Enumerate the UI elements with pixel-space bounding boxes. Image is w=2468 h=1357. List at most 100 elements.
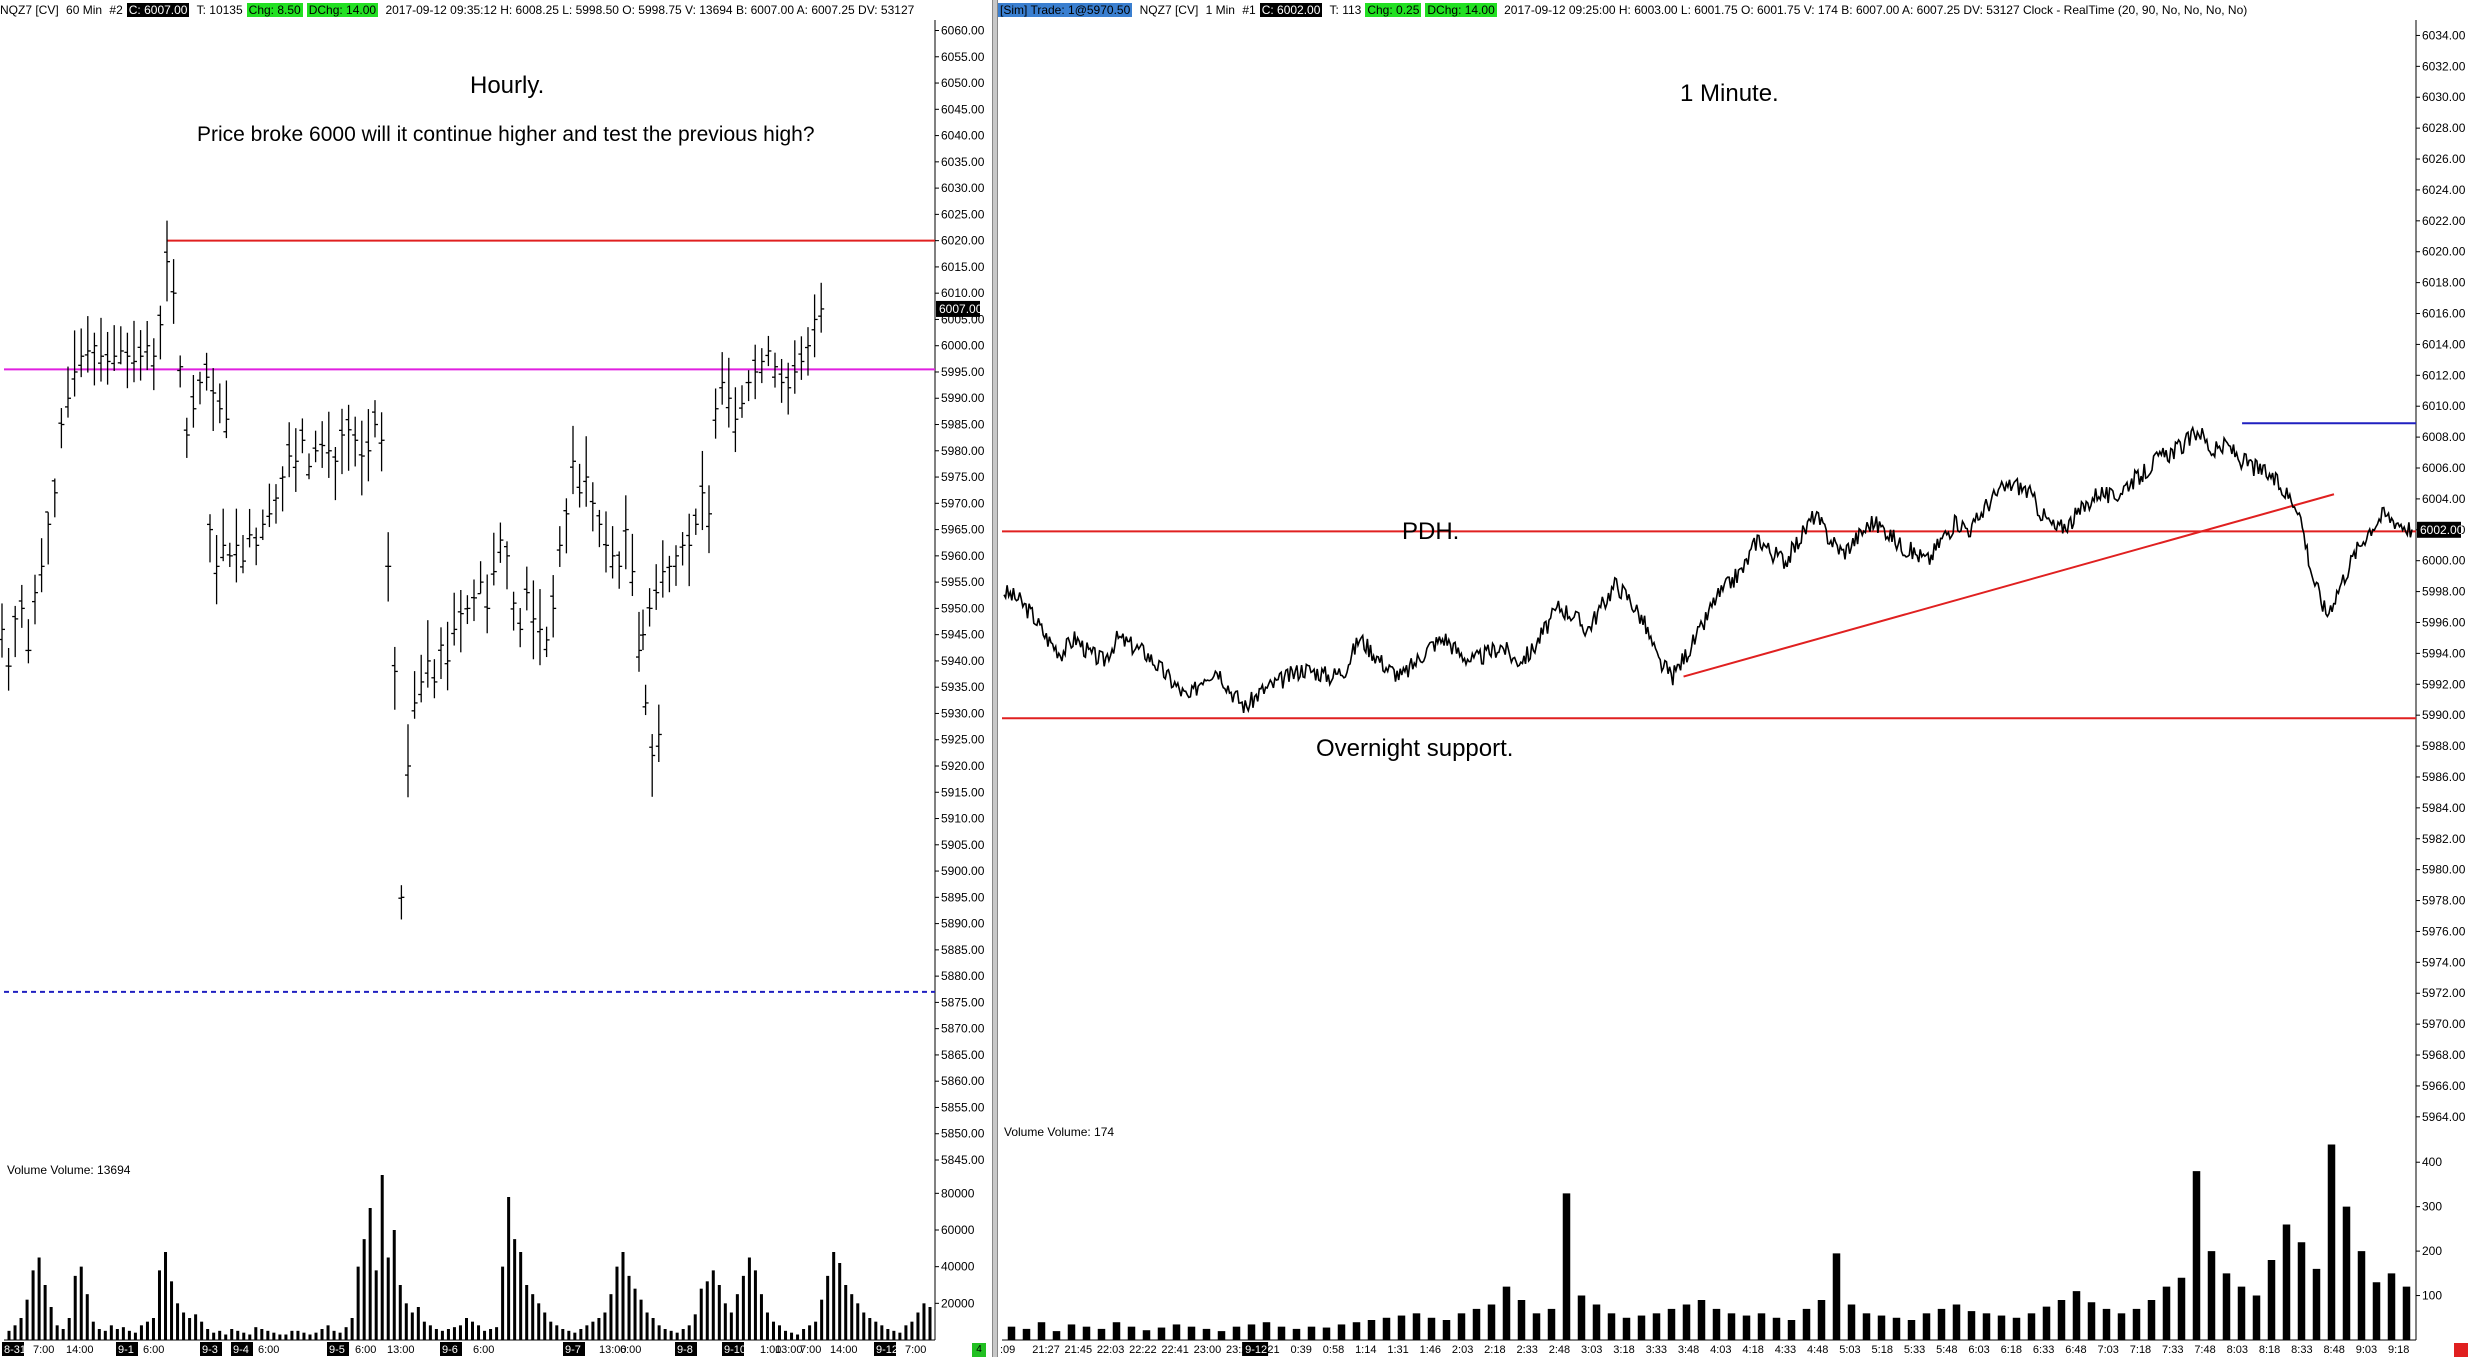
- time-label: 1:14: [1355, 1344, 1376, 1356]
- overnight-support-label: Overnight support.: [1316, 735, 1514, 762]
- time-label: 23:00: [1194, 1344, 1222, 1356]
- time-label: 3:48: [1678, 1344, 1699, 1356]
- price-tick-label: 5964.00: [2422, 1110, 2466, 1124]
- price-tick-label: 6025.00: [941, 207, 985, 221]
- interval-label[interactable]: 1 Min: [1205, 3, 1235, 17]
- time-label: 7:00: [800, 1344, 821, 1356]
- time-label: 4:48: [1807, 1344, 1828, 1356]
- price-tick-label: 6008.00: [2422, 430, 2466, 444]
- volume-tick-label: 40000: [941, 1260, 975, 1274]
- price-tick-label: 6006.00: [2422, 461, 2466, 475]
- hourly-chart-panel[interactable]: NQZ7 [CV] 60 Min #2 C: 6007.00 T: 10135 Ch…: [0, 0, 994, 1357]
- time-label: 6:48: [2065, 1344, 2086, 1356]
- date-badge: [722, 1342, 744, 1356]
- price-tick-label: 5910.00: [941, 812, 985, 826]
- minute-chart-panel[interactable]: [Sim] Trade: 1@5970.50 NQZ7 [CV] 1 Min #…: [998, 0, 2468, 1357]
- price-tick-label: 6024.00: [2422, 183, 2466, 197]
- time-label: 5:33: [1904, 1344, 1925, 1356]
- time-label: 4:33: [1775, 1344, 1796, 1356]
- time-label: 6:03: [1968, 1344, 1989, 1356]
- time-label: 4:18: [1742, 1344, 1763, 1356]
- dchg-badge: DChg: 14.00: [306, 3, 379, 17]
- price-tick-label: 5994.00: [2422, 646, 2466, 660]
- time-label: 13:00: [599, 1344, 627, 1356]
- chg-badge: Chg: 8.50: [246, 3, 303, 17]
- symbol-label[interactable]: NQZ7 [CV]: [0, 3, 59, 17]
- time-label: 5:18: [1872, 1344, 1893, 1356]
- price-tick-label: 5950.00: [941, 601, 985, 615]
- current-price-label: 6007.00: [939, 302, 983, 316]
- time-label: 7:18: [2130, 1344, 2151, 1356]
- date-badge: [2, 1342, 24, 1356]
- price-tick-label: 6020.00: [941, 234, 985, 248]
- price-tick-label: 5940.00: [941, 654, 985, 668]
- price-tick-label: 6028.00: [2422, 121, 2466, 135]
- time-label: 6:00: [143, 1344, 164, 1356]
- time-label: 8:33: [2291, 1344, 2312, 1356]
- price-tick-label: 5970.00: [2422, 1017, 2466, 1031]
- time-label: 6:00: [473, 1344, 494, 1356]
- price-tick-label: 5880.00: [941, 969, 985, 983]
- volume-tick-label: 20000: [941, 1296, 975, 1310]
- price-tick-label: 5900.00: [941, 864, 985, 878]
- price-tick-label: 5974.00: [2422, 955, 2466, 969]
- time-label: 2:03: [1452, 1344, 1473, 1356]
- hourly-status-bar: NQZ7 [CV] 60 Min #2 C: 6007.00 T: 10135 Ch…: [0, 0, 994, 20]
- date-label: 9-10: [724, 1344, 746, 1356]
- time-label: 1:00: [760, 1344, 781, 1356]
- price-tick-label: 5982.00: [2422, 832, 2466, 846]
- price-tick-label: 6000.00: [2422, 554, 2466, 568]
- time-label: 1:46: [1420, 1344, 1441, 1356]
- time-label: 5:48: [1936, 1344, 1957, 1356]
- interval-label[interactable]: 60 Min: [66, 3, 103, 17]
- current-price-box: [2417, 521, 2461, 538]
- volume-tick-label: 200: [2422, 1244, 2442, 1258]
- time-label: 6:00: [620, 1344, 641, 1356]
- alert-corner-badge[interactable]: [2454, 1343, 2468, 1357]
- sync-badge[interactable]: 4: [972, 1343, 986, 1357]
- price-tick-label: 5980.00: [941, 444, 985, 458]
- current-price-box: [936, 300, 980, 317]
- price-tick-label: 6060.00: [941, 24, 985, 38]
- price-tick-label: 6055.00: [941, 50, 985, 64]
- time-label: 3:33: [1646, 1344, 1667, 1356]
- time-label: 3:18: [1613, 1344, 1634, 1356]
- price-tick-label: 5975.00: [941, 470, 985, 484]
- price-tick-label: 5865.00: [941, 1048, 985, 1062]
- date-label: 9-5: [329, 1344, 345, 1356]
- price-tick-label: 6010.00: [2422, 399, 2466, 413]
- time-label: 6:33: [2033, 1344, 2054, 1356]
- price-tick-label: 5895.00: [941, 890, 985, 904]
- price-tick-label: 6032.00: [2422, 59, 2466, 73]
- ohlc-info: 2017-09-12 09:35:12 H: 6008.25 L: 5998.5…: [385, 3, 915, 17]
- price-tick-label: 5985.00: [941, 418, 985, 432]
- time-label: 14:00: [66, 1344, 94, 1356]
- time-label: 8:03: [2227, 1344, 2248, 1356]
- price-tick-label: 5978.00: [2422, 894, 2466, 908]
- time-label: 7:03: [2097, 1344, 2118, 1356]
- price-tick-label: 6030.00: [2422, 90, 2466, 104]
- date-label: 9-8: [677, 1344, 693, 1356]
- hourly-price-chart[interactable]: 6060.00 6055.00 6050.00 6045.00 6040.00 6035.…: [0, 0, 994, 1357]
- date-label: 9-12: [1245, 1344, 1267, 1356]
- time-label: 22:41: [1161, 1344, 1189, 1356]
- time-label: 1:31: [1387, 1344, 1408, 1356]
- date-label: 9-6: [442, 1344, 458, 1356]
- time-label: 6:18: [2001, 1344, 2022, 1356]
- symbol-label[interactable]: NQZ7 [CV]: [1139, 3, 1199, 17]
- price-tick-label: 5990.00: [941, 391, 985, 405]
- price-tick-label: 5955.00: [941, 575, 985, 589]
- price-tick-label: 6050.00: [941, 76, 985, 90]
- panel-splitter[interactable]: [992, 0, 998, 1357]
- minute-title: 1 Minute.: [1680, 80, 1779, 107]
- price-tick-label: 5966.00: [2422, 1079, 2466, 1093]
- trades-label: T: 113: [1329, 3, 1362, 17]
- minute-price-chart[interactable]: 6034.00 6032.00 6030.00 6028.00 6026.00 6024.…: [998, 0, 2468, 1357]
- sim-trade-badge[interactable]: [Sim] Trade: 1@5970.50: [998, 3, 1133, 17]
- price-tick-label: 5875.00: [941, 995, 985, 1009]
- time-label: 2:48: [1549, 1344, 1570, 1356]
- time-label: 8:18: [2259, 1344, 2280, 1356]
- hourly-question: Price broke 6000 will it continue higher…: [197, 123, 815, 146]
- time-label: 13:00: [387, 1344, 415, 1356]
- volume-tick-label: 100: [2422, 1289, 2442, 1303]
